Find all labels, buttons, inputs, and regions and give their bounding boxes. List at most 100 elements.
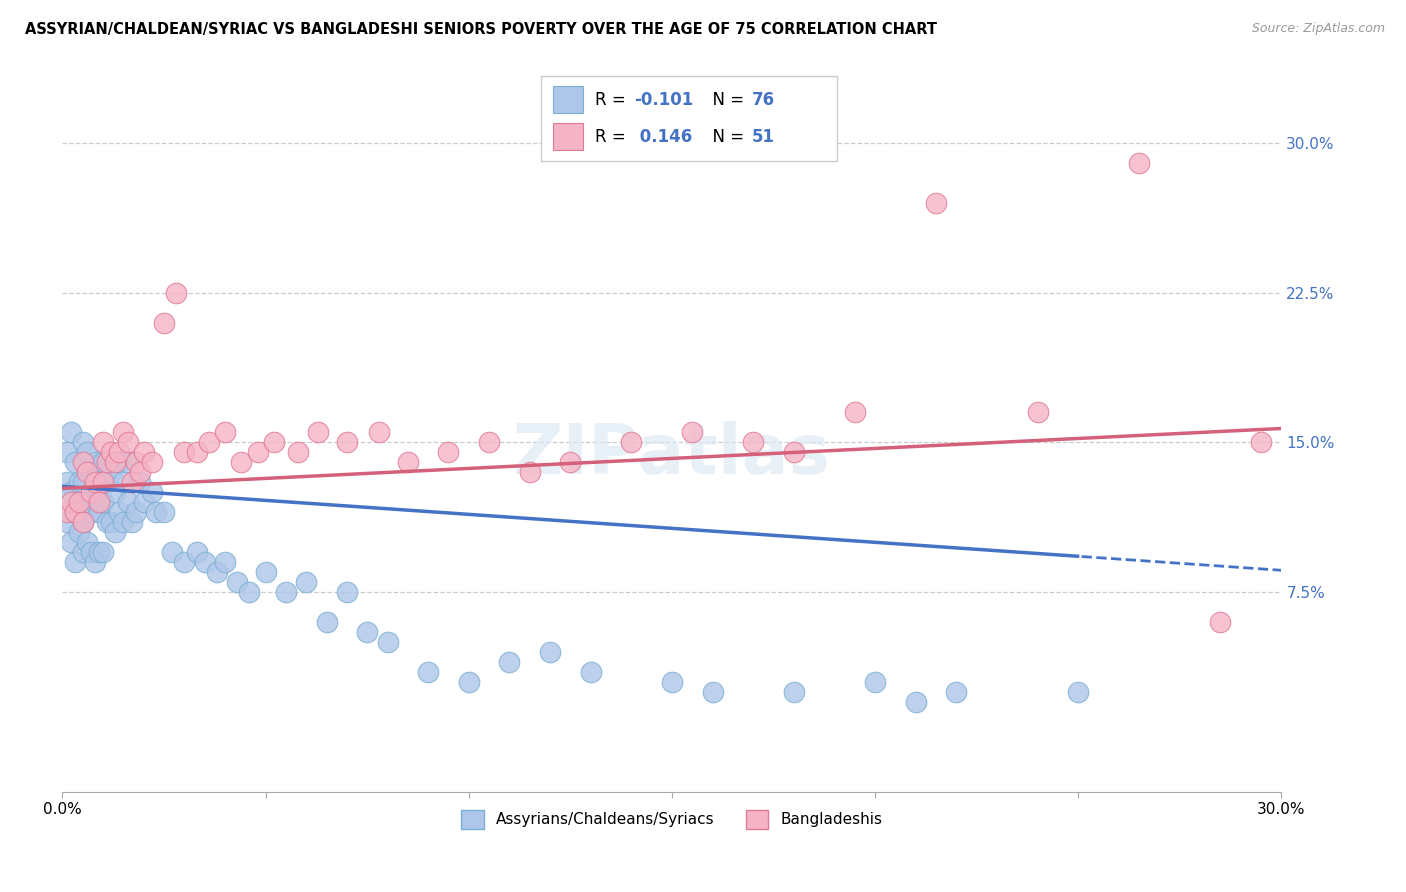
Point bbox=[186, 545, 208, 559]
Point bbox=[63, 505, 86, 519]
Point bbox=[72, 455, 94, 469]
Point bbox=[238, 585, 260, 599]
Text: ZIPatlas: ZIPatlas bbox=[513, 420, 831, 488]
Point bbox=[863, 675, 886, 690]
Point bbox=[356, 625, 378, 640]
Point bbox=[336, 435, 359, 450]
Point bbox=[84, 455, 107, 469]
Point bbox=[165, 285, 187, 300]
Point bbox=[254, 566, 277, 580]
Point bbox=[173, 555, 195, 569]
Point bbox=[141, 485, 163, 500]
Point bbox=[498, 655, 520, 669]
Point bbox=[478, 435, 501, 450]
Point bbox=[72, 516, 94, 530]
Point bbox=[112, 475, 135, 490]
Point bbox=[579, 665, 602, 680]
Point bbox=[336, 585, 359, 599]
Text: R =: R = bbox=[595, 91, 631, 109]
Point bbox=[87, 495, 110, 509]
Point bbox=[1250, 435, 1272, 450]
Point bbox=[104, 485, 127, 500]
Point bbox=[368, 425, 391, 440]
Point bbox=[72, 516, 94, 530]
Text: ASSYRIAN/CHALDEAN/SYRIAC VS BANGLADESHI SENIORS POVERTY OVER THE AGE OF 75 CORRE: ASSYRIAN/CHALDEAN/SYRIAC VS BANGLADESHI … bbox=[25, 22, 938, 37]
Point bbox=[1026, 405, 1049, 419]
Point bbox=[100, 516, 122, 530]
Point bbox=[55, 516, 77, 530]
Point bbox=[108, 505, 131, 519]
Point bbox=[437, 445, 460, 459]
Point bbox=[197, 435, 219, 450]
Point bbox=[96, 455, 118, 469]
Point bbox=[55, 475, 77, 490]
Point bbox=[59, 485, 82, 500]
Point bbox=[153, 505, 176, 519]
Point bbox=[67, 525, 90, 540]
Point bbox=[681, 425, 703, 440]
Point bbox=[76, 466, 98, 480]
Point bbox=[100, 466, 122, 480]
Point bbox=[117, 455, 139, 469]
Text: 76: 76 bbox=[752, 91, 775, 109]
Point bbox=[80, 466, 103, 480]
Point bbox=[91, 545, 114, 559]
Point bbox=[72, 435, 94, 450]
Point bbox=[117, 495, 139, 509]
Point bbox=[63, 505, 86, 519]
Point bbox=[132, 495, 155, 509]
Point bbox=[91, 455, 114, 469]
Point bbox=[274, 585, 297, 599]
Point bbox=[702, 685, 724, 699]
Point bbox=[112, 516, 135, 530]
Point bbox=[76, 535, 98, 549]
Point bbox=[145, 505, 167, 519]
Point bbox=[214, 425, 236, 440]
Point bbox=[783, 685, 806, 699]
Point bbox=[263, 435, 285, 450]
Text: N =: N = bbox=[702, 128, 749, 145]
Point bbox=[91, 495, 114, 509]
Point bbox=[84, 555, 107, 569]
Point bbox=[396, 455, 419, 469]
Point bbox=[287, 445, 309, 459]
Text: N =: N = bbox=[702, 91, 749, 109]
Point bbox=[55, 445, 77, 459]
Point bbox=[538, 645, 561, 659]
Point bbox=[783, 445, 806, 459]
Point bbox=[160, 545, 183, 559]
Point bbox=[418, 665, 440, 680]
Text: R =: R = bbox=[595, 128, 631, 145]
Point bbox=[72, 545, 94, 559]
Point bbox=[104, 455, 127, 469]
Point bbox=[72, 475, 94, 490]
Point bbox=[80, 545, 103, 559]
Point bbox=[1067, 685, 1090, 699]
Text: Source: ZipAtlas.com: Source: ZipAtlas.com bbox=[1251, 22, 1385, 36]
Point bbox=[1209, 615, 1232, 630]
Text: 51: 51 bbox=[752, 128, 775, 145]
Text: -0.101: -0.101 bbox=[634, 91, 693, 109]
Point bbox=[186, 445, 208, 459]
Point bbox=[59, 535, 82, 549]
Point bbox=[87, 545, 110, 559]
Point bbox=[55, 505, 77, 519]
Point bbox=[59, 425, 82, 440]
Point bbox=[76, 445, 98, 459]
Point bbox=[308, 425, 330, 440]
Point bbox=[141, 455, 163, 469]
Point bbox=[121, 475, 143, 490]
Point bbox=[661, 675, 683, 690]
Point bbox=[128, 475, 150, 490]
Point bbox=[1128, 156, 1150, 170]
Point bbox=[742, 435, 765, 450]
Point bbox=[153, 316, 176, 330]
Point bbox=[560, 455, 582, 469]
Point bbox=[457, 675, 479, 690]
Point bbox=[91, 435, 114, 450]
Point bbox=[620, 435, 643, 450]
Point bbox=[80, 505, 103, 519]
Point bbox=[84, 475, 107, 490]
Point bbox=[121, 516, 143, 530]
Text: 0.146: 0.146 bbox=[634, 128, 692, 145]
